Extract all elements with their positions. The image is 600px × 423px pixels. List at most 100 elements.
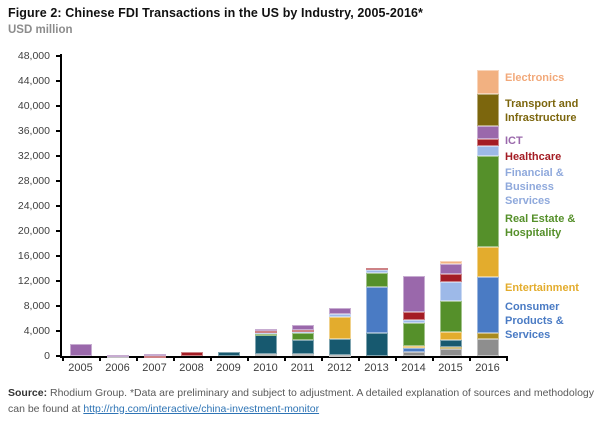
bar-segment-2015-ict: [439, 264, 462, 275]
bar-segment-2016-financial: [476, 146, 499, 156]
bar-segment-2013-realestate: [365, 272, 388, 287]
bar-segment-2011-other-gray: [291, 354, 314, 357]
x-tick-mark: [321, 358, 323, 361]
bar-segment-2015-realestate: [439, 301, 462, 332]
x-tick-mark: [284, 358, 286, 361]
x-tick-label-2006: 2006: [105, 362, 130, 374]
bar-segment-2014-ict: [402, 275, 425, 312]
bar-segment-2013-financial: [365, 270, 388, 273]
y-tick-label-36000: 36,000: [17, 124, 50, 137]
x-tick-mark: [358, 358, 360, 361]
y-tick-label-28000: 28,000: [17, 174, 50, 187]
y-tick-mark: [56, 130, 60, 132]
bar-segment-2008-healthcare: [180, 352, 203, 356]
x-tick-label-2011: 2011: [290, 362, 315, 374]
legend-financial: Financial & Business Services: [505, 167, 564, 208]
bar-segment-2011-realestate: [291, 332, 314, 340]
bar-segment-2016-entertainment: [476, 246, 499, 277]
bar-segment-2016-healthcare: [476, 139, 499, 146]
bar-segment-2015-electronics: [439, 261, 462, 265]
y-tick-mark: [56, 205, 60, 207]
legend-consumer: Consumer Products & Services: [505, 301, 564, 342]
bar-segment-2016-ict: [476, 126, 499, 140]
x-tick-mark: [469, 358, 471, 361]
bar-segment-2007-healthcare: [143, 355, 166, 358]
y-tick-mark: [56, 55, 60, 57]
x-tick-mark: [173, 358, 175, 361]
china-investment-monitor-link[interactable]: http://rhg.com/interactive/china-investm…: [83, 402, 320, 415]
bar-segment-2006-ict: [106, 355, 129, 358]
bar-segment-2016-transport: [476, 94, 499, 126]
y-tick-label-48000: 48,000: [17, 49, 50, 62]
bar-segment-2014-healthcare: [402, 311, 425, 320]
legend-real: Real Estate & Hospitality: [505, 213, 576, 240]
bar-segment-2011-energy: [291, 339, 314, 355]
y-tick-mark: [56, 355, 60, 357]
y-tick-mark: [56, 105, 60, 107]
bar-segment-2013-energy: [365, 332, 388, 356]
bar-segment-2010-energy: [254, 335, 277, 355]
chart-title: Figure 2: Chinese FDI Transactions in th…: [8, 6, 424, 20]
bar-segment-2012-entertainment: [328, 316, 351, 339]
bar-segment-2014-consumer: [402, 347, 425, 352]
bar-segment-2007-ict: [143, 354, 166, 357]
y-tick-label-20000: 20,000: [17, 224, 50, 237]
bar-segment-2015-other-gold: [439, 346, 462, 349]
legend-healthcare: Healthcare: [505, 151, 562, 163]
y-tick-mark: [56, 305, 60, 307]
bar-segment-2012-other-gray: [328, 354, 351, 357]
y-axis-line: [60, 54, 62, 357]
x-axis-line: [60, 356, 508, 358]
bar-segment-2011-healthcare: [291, 329, 314, 332]
y-tick-label-24000: 24,000: [17, 199, 50, 212]
bar-segment-2016-other-gold: [476, 332, 499, 340]
bar-segment-2015-entertainment: [439, 331, 462, 340]
source-text: Rhodium Group. *Data are preliminary and…: [8, 387, 595, 415]
bar-segment-2016-other-gray: [476, 339, 499, 356]
x-tick-mark: [432, 358, 434, 361]
x-tick-label-2013: 2013: [364, 362, 389, 374]
bar-segment-2011-ict: [291, 324, 314, 330]
bar-segment-2010-healthcare: [254, 331, 277, 334]
legend-transport: Transport and Infrastructure: [505, 98, 579, 125]
y-tick-label-0: 0: [44, 349, 50, 362]
source-label: Source:: [8, 387, 48, 399]
bar-segment-2010-ict: [254, 328, 277, 332]
x-tick-label-2005: 2005: [68, 362, 93, 374]
bar-segment-2015-energy: [439, 339, 462, 347]
x-tick-mark: [506, 358, 508, 361]
y-tick-mark: [56, 80, 60, 82]
y-tick-mark: [56, 180, 60, 182]
x-tick-label-2009: 2009: [216, 362, 241, 374]
y-tick-label-12000: 12,000: [17, 274, 50, 287]
chart-unit-label: USD million: [8, 24, 73, 36]
legend-electronics: Electronics: [505, 72, 565, 84]
bar-segment-2009-energy: [217, 351, 240, 356]
y-tick-label-8000: 8,000: [23, 299, 50, 312]
bar-segment-2014-financial: [402, 319, 425, 323]
bar-segment-2014-entertainment: [402, 345, 425, 348]
x-tick-mark: [136, 358, 138, 361]
bar-segment-2015-healthcare: [439, 274, 462, 282]
x-tick-mark: [395, 358, 397, 361]
x-tick-label-2015: 2015: [438, 362, 463, 374]
y-tick-label-16000: 16,000: [17, 249, 50, 262]
legend-entertainment: Entertainment: [505, 282, 579, 294]
bar-segment-2014-realestate: [402, 322, 425, 346]
y-tick-label-44000: 44,000: [17, 74, 50, 87]
x-tick-label-2007: 2007: [142, 362, 167, 374]
source-note: Source: Rhodium Group. *Data are prelimi…: [8, 386, 594, 418]
x-tick-label-2014: 2014: [401, 362, 426, 374]
y-tick-mark: [56, 230, 60, 232]
x-tick-label-2008: 2008: [179, 362, 204, 374]
bar-segment-2005-ict: [69, 343, 92, 356]
x-tick-label-2016: 2016: [475, 362, 500, 374]
bar-segment-2015-financial: [439, 281, 462, 301]
y-tick-label-40000: 40,000: [17, 99, 50, 112]
bar-segment-2013-consumer: [365, 286, 388, 333]
bar-segment-2012-ict: [328, 308, 351, 314]
legend-ict: ICT: [505, 135, 523, 147]
y-tick-mark: [56, 255, 60, 257]
bar-segment-2010-other-gray: [254, 354, 277, 357]
x-tick-mark: [62, 358, 64, 361]
